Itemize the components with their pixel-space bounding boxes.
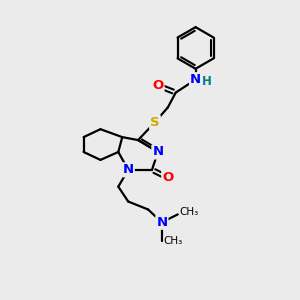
Text: N: N (152, 146, 164, 158)
Text: N: N (123, 163, 134, 176)
Text: CH₃: CH₃ (164, 236, 183, 246)
Text: H: H (202, 75, 212, 88)
Text: N: N (190, 73, 201, 86)
Text: O: O (152, 79, 164, 92)
Text: CH₃: CH₃ (180, 207, 199, 218)
Text: N: N (156, 216, 167, 229)
Text: S: S (150, 116, 160, 129)
Text: O: O (162, 171, 173, 184)
